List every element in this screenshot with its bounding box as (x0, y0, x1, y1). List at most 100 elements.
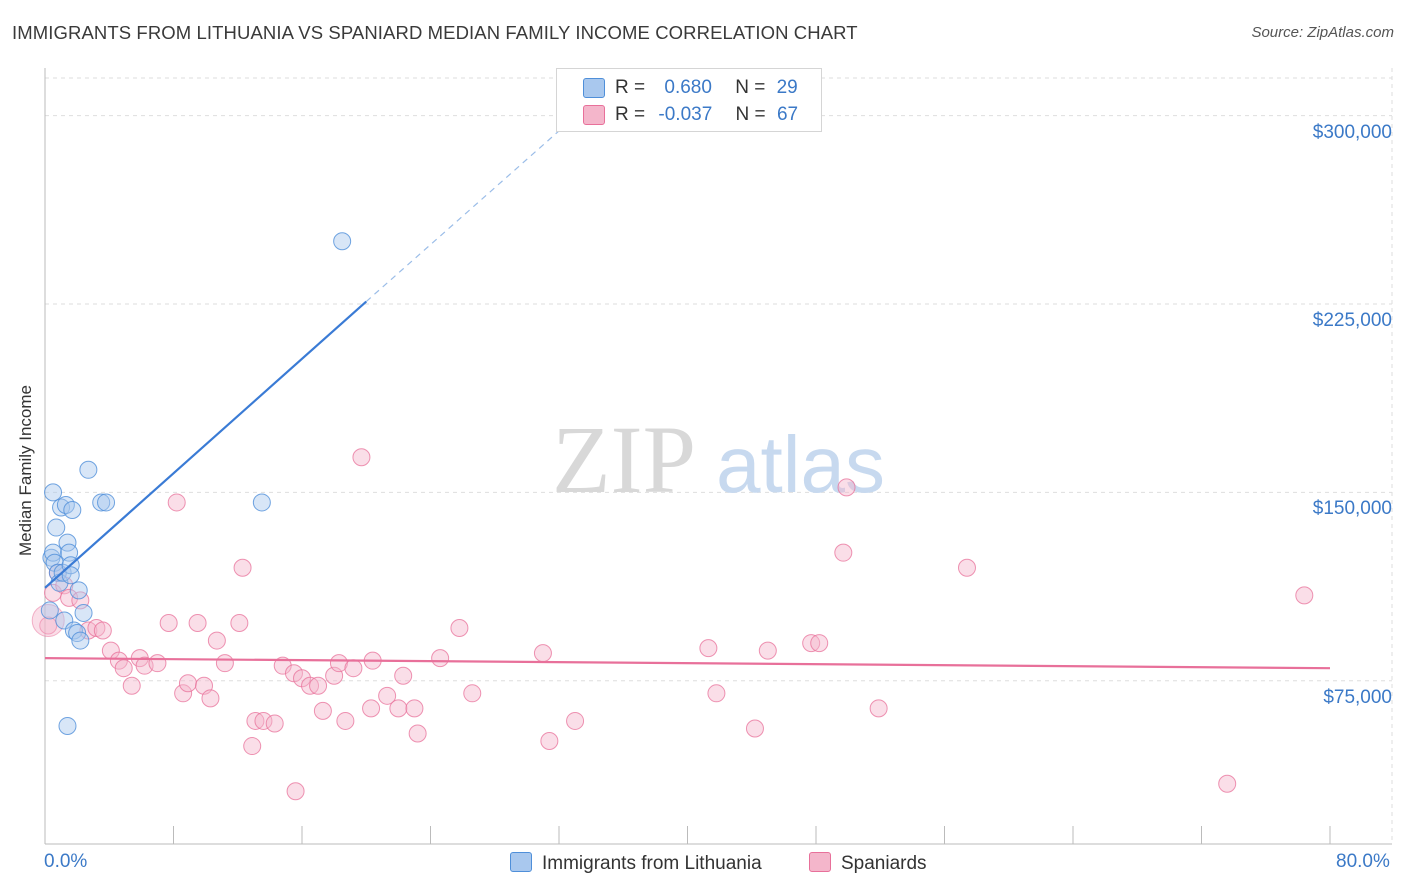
legend-n-label: N = (735, 77, 766, 98)
spaniards-point (837, 478, 856, 497)
spaniards-point (60, 588, 79, 607)
source-label: Source: ZipAtlas.com (1251, 24, 1394, 41)
spaniards-point (834, 543, 853, 562)
spaniards-point (810, 634, 829, 653)
legend-item-lithuania[interactable]: Immigrants from Lithuania (510, 852, 762, 875)
spaniards-point (188, 613, 207, 632)
spaniards-point (230, 613, 249, 632)
y-tick-label: $75,000 (1323, 686, 1392, 708)
spaniards-point (114, 659, 133, 678)
spaniards-point (93, 621, 112, 640)
legend-item-spaniards[interactable]: Spaniards (809, 852, 927, 875)
watermark: ZIP atlas (552, 406, 885, 513)
gridlines (45, 68, 1393, 844)
legend-r-value: -0.037 (658, 104, 713, 125)
axes (44, 68, 1392, 845)
legend-swatch-blue (583, 78, 605, 98)
spaniards-point (450, 619, 469, 638)
spaniards-point (1295, 586, 1314, 605)
lithuania-point (61, 566, 80, 585)
spaniards-point (463, 684, 482, 703)
spaniards-point (344, 659, 363, 678)
x-tick-min: 0.0% (44, 851, 88, 872)
spaniards-point (167, 493, 186, 512)
spaniards-point (39, 616, 58, 635)
spaniards-point (362, 699, 381, 718)
watermark-atlas: atlas (716, 420, 885, 509)
spaniards-point (745, 719, 764, 738)
spaniards-point (336, 711, 355, 730)
spaniards-point (215, 654, 234, 673)
lithuania-point (97, 493, 116, 512)
spaniards-point (394, 666, 413, 685)
spaniards-point (122, 676, 141, 695)
legend-r-label: R = (615, 104, 646, 125)
lithuania-point (64, 621, 83, 640)
lithuania-points (40, 232, 352, 735)
spaniards-point (1218, 774, 1237, 793)
spaniards-point (313, 701, 332, 720)
spaniards-point (243, 737, 262, 756)
legend-label-lithuania: Immigrants from Lithuania (542, 853, 762, 874)
y-tick-label: $300,000 (1312, 121, 1392, 143)
spaniards-point (540, 732, 559, 751)
spaniards-point (957, 558, 976, 577)
spaniards-point (273, 656, 292, 675)
spaniards-point (699, 639, 718, 658)
spaniards-point (378, 686, 397, 705)
legend-r-value: 0.680 (664, 77, 712, 98)
spaniards-point (405, 699, 424, 718)
spaniards-point (869, 699, 888, 718)
lithuania-point (333, 232, 352, 251)
lithuania-point (44, 483, 63, 502)
spaniards-point (148, 654, 167, 673)
spaniards-point (233, 558, 252, 577)
spaniards-point (174, 684, 193, 703)
legend-n-label: N = (735, 104, 766, 125)
spaniards-point (352, 448, 371, 467)
spaniards-point (309, 676, 328, 695)
spaniards-point (254, 711, 273, 730)
lithuania-point (79, 460, 98, 479)
legend-swatch-pink (809, 852, 831, 872)
chart-title: IMMIGRANTS FROM LITHUANIA VS SPANIARD ME… (12, 22, 858, 43)
spaniards-point (44, 583, 63, 602)
y-tick-label: $225,000 (1312, 310, 1392, 332)
lithuania-point (52, 498, 71, 517)
legend-swatch-blue (510, 852, 532, 872)
lithuania-trend-line (44, 300, 367, 589)
lithuania-point (71, 631, 90, 650)
lithuania-point (92, 493, 111, 512)
watermark-zip: ZIP (552, 406, 696, 513)
legend-r-label: R = (615, 77, 646, 98)
lithuania-point (74, 603, 93, 622)
spaniards-point (31, 603, 65, 637)
spaniards-point (758, 641, 777, 660)
spaniards-point (265, 714, 284, 733)
spaniards-point (431, 649, 450, 668)
spaniards-point (707, 684, 726, 703)
lithuania-trend-extension (365, 107, 586, 302)
legend-label-spaniards: Spaniards (841, 853, 927, 874)
lithuania-point (40, 601, 59, 620)
lithuania-point (69, 581, 88, 600)
spaniards-point (201, 689, 220, 708)
legend-swatch-pink (583, 105, 605, 125)
y-tick-label: $150,000 (1312, 498, 1392, 520)
lithuania-point (58, 716, 77, 735)
spaniards-point (408, 724, 427, 743)
spaniards-point (178, 674, 197, 693)
spaniards-points (31, 448, 1314, 801)
spaniards-point (207, 631, 226, 650)
spaniards-point (159, 613, 178, 632)
spaniards-trend-line (44, 657, 1331, 670)
lithuania-point (55, 611, 74, 630)
spaniards-point (329, 654, 348, 673)
x-tick-max: 80.0% (1336, 851, 1390, 872)
spaniards-point (533, 644, 552, 663)
spaniards-point (566, 711, 585, 730)
spaniards-point (389, 699, 408, 718)
lithuania-point (252, 493, 271, 512)
lithuania-point (63, 500, 82, 519)
